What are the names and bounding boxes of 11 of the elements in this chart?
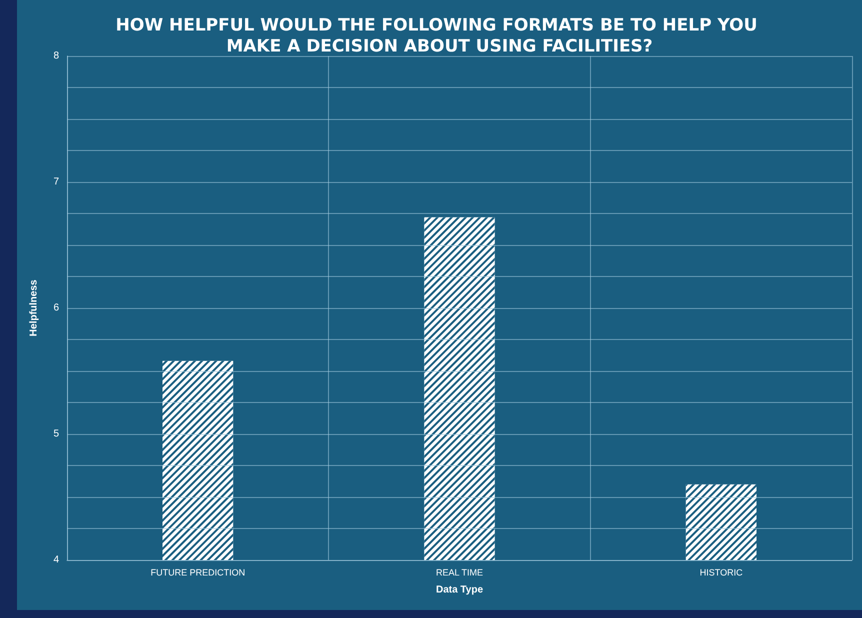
- x-tick-label: HISTORIC: [700, 568, 744, 578]
- x-tick-label: REAL TIME: [436, 568, 484, 578]
- y-tick-label: 7: [53, 176, 60, 188]
- y-tick-label: 6: [53, 302, 60, 314]
- x-tick-label: FUTURE PREDICTION: [150, 568, 246, 578]
- chart-title: HOW HELPFUL WOULD THE FOLLOWING FORMATS BE TO HELP YOU MAKE A DECISION ABOUT USING FACILITIES?: [116, 16, 764, 56]
- y-tick-label: 8: [53, 50, 60, 62]
- y-axis-title: Helpfulness: [28, 279, 40, 336]
- y-tick-label: 5: [53, 428, 60, 440]
- y-tick-label: 4: [53, 554, 60, 566]
- x-axis-title: Data Type: [436, 584, 484, 596]
